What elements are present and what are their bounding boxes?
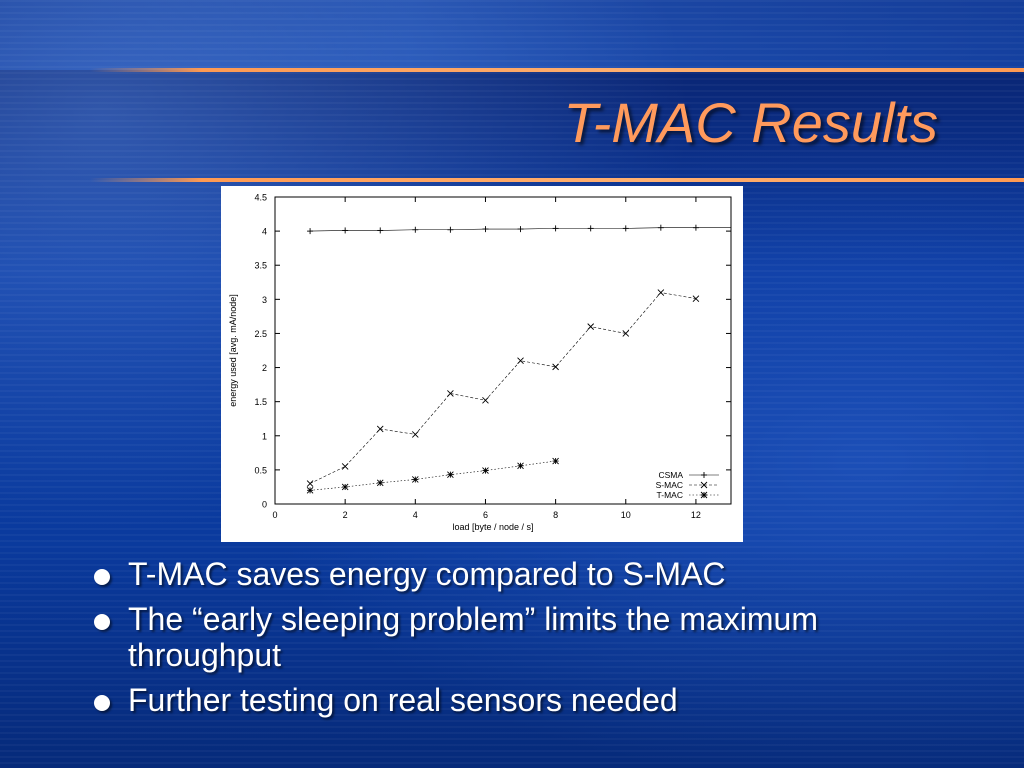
x-tick-label: 8 — [553, 510, 558, 520]
bullet-list: T-MAC saves energy compared to S-MAC The… — [92, 556, 972, 727]
s-mac-legend-label: S-MAC — [656, 480, 683, 490]
csma-point — [622, 225, 629, 232]
x-tick-label: 6 — [483, 510, 488, 520]
y-tick-label: 1.5 — [254, 397, 267, 407]
csma-point — [482, 226, 489, 233]
bullet-text: The “early sleeping problem” limits the … — [128, 601, 818, 673]
y-tick-label: 2 — [262, 363, 267, 373]
y-tick-label: 0.5 — [254, 465, 267, 475]
bullet-dot-icon — [94, 569, 110, 585]
bullet-item: T-MAC saves energy compared to S-MAC — [92, 556, 972, 592]
s-mac-point — [692, 295, 700, 302]
s-mac-line — [309, 292, 696, 484]
s-mac-point — [552, 363, 559, 371]
s-mac-point — [517, 357, 524, 365]
bullet-dot-icon — [94, 695, 110, 711]
y-tick-label: 2.5 — [254, 329, 267, 339]
title-rule-top — [90, 68, 1024, 72]
t-mac-point — [517, 462, 524, 470]
energy-chart: 0 0.5 1 1.5 2 2.5 3 3.5 4 4.5 0 2 4 6 8 10 12 load [byte … — [228, 193, 732, 532]
t-mac-line — [310, 460, 556, 491]
y-tick-label: 1 — [262, 431, 267, 441]
y-tick-label: 3.5 — [254, 261, 267, 271]
s-mac-point — [622, 330, 630, 337]
csma-point — [587, 225, 594, 232]
t-mac-point — [411, 476, 419, 483]
x-axis-label: load [byte / node / s] — [452, 522, 533, 532]
s-mac-point — [482, 396, 489, 404]
y-tick-label: 0 — [262, 500, 267, 510]
x-tick-label: 12 — [691, 510, 701, 520]
bullet-text: T-MAC saves energy compared to S-MAC — [128, 556, 726, 592]
y-tick-label: 4 — [262, 227, 267, 237]
t-mac-point — [341, 483, 349, 491]
plot-frame — [274, 196, 732, 505]
x-tick-label: 4 — [413, 510, 418, 520]
csma-point — [412, 226, 419, 233]
s-mac-legend-marker — [700, 481, 708, 489]
s-mac-point — [447, 390, 454, 397]
t-mac-point — [306, 487, 314, 494]
bullet-dot-icon — [94, 614, 110, 630]
s-mac-point — [587, 323, 595, 330]
s-mac-point — [657, 289, 665, 296]
csma-point — [657, 224, 664, 231]
csma-point — [552, 225, 559, 232]
csma-point — [447, 226, 454, 233]
title-rule-bottom — [90, 178, 1024, 182]
s-mac-point — [411, 431, 419, 438]
csma-legend-marker — [701, 472, 707, 478]
t-mac-point — [482, 467, 489, 474]
slide-title: T-MAC Results — [563, 91, 938, 154]
s-mac-point — [376, 425, 384, 433]
s-mac-point — [306, 480, 314, 487]
energy-chart-figure: 0 0.5 1 1.5 2 2.5 3 3.5 4 4.5 0 2 4 6 8 10 12 load [byte … — [221, 186, 743, 542]
t-mac-legend-marker — [700, 491, 708, 499]
t-mac-point — [552, 457, 559, 465]
csma-point — [342, 227, 349, 234]
x-tick-label: 2 — [343, 510, 348, 520]
csma-point — [307, 228, 314, 235]
csma-point — [517, 226, 524, 233]
t-mac-point — [447, 471, 454, 478]
x-tick-label: 0 — [272, 510, 277, 520]
y-axis-label: energy used [avg. mA/node] — [228, 294, 238, 407]
csma-legend-label: CSMA — [658, 470, 683, 480]
t-mac-legend-label: T-MAC — [657, 490, 683, 500]
s-mac-point — [341, 463, 349, 470]
bullet-item: Further testing on real sensors needed — [92, 682, 972, 718]
bullet-text: Further testing on real sensors needed — [128, 682, 678, 718]
t-mac-point — [376, 479, 384, 487]
x-tick-label: 10 — [621, 510, 631, 520]
bullet-item: The “early sleeping problem” limits the … — [92, 601, 972, 673]
csma-point — [692, 224, 699, 231]
y-tick-label: 4.5 — [254, 193, 267, 203]
csma-point — [377, 227, 384, 234]
header-band — [0, 0, 1024, 70]
y-tick-label: 3 — [262, 295, 267, 305]
